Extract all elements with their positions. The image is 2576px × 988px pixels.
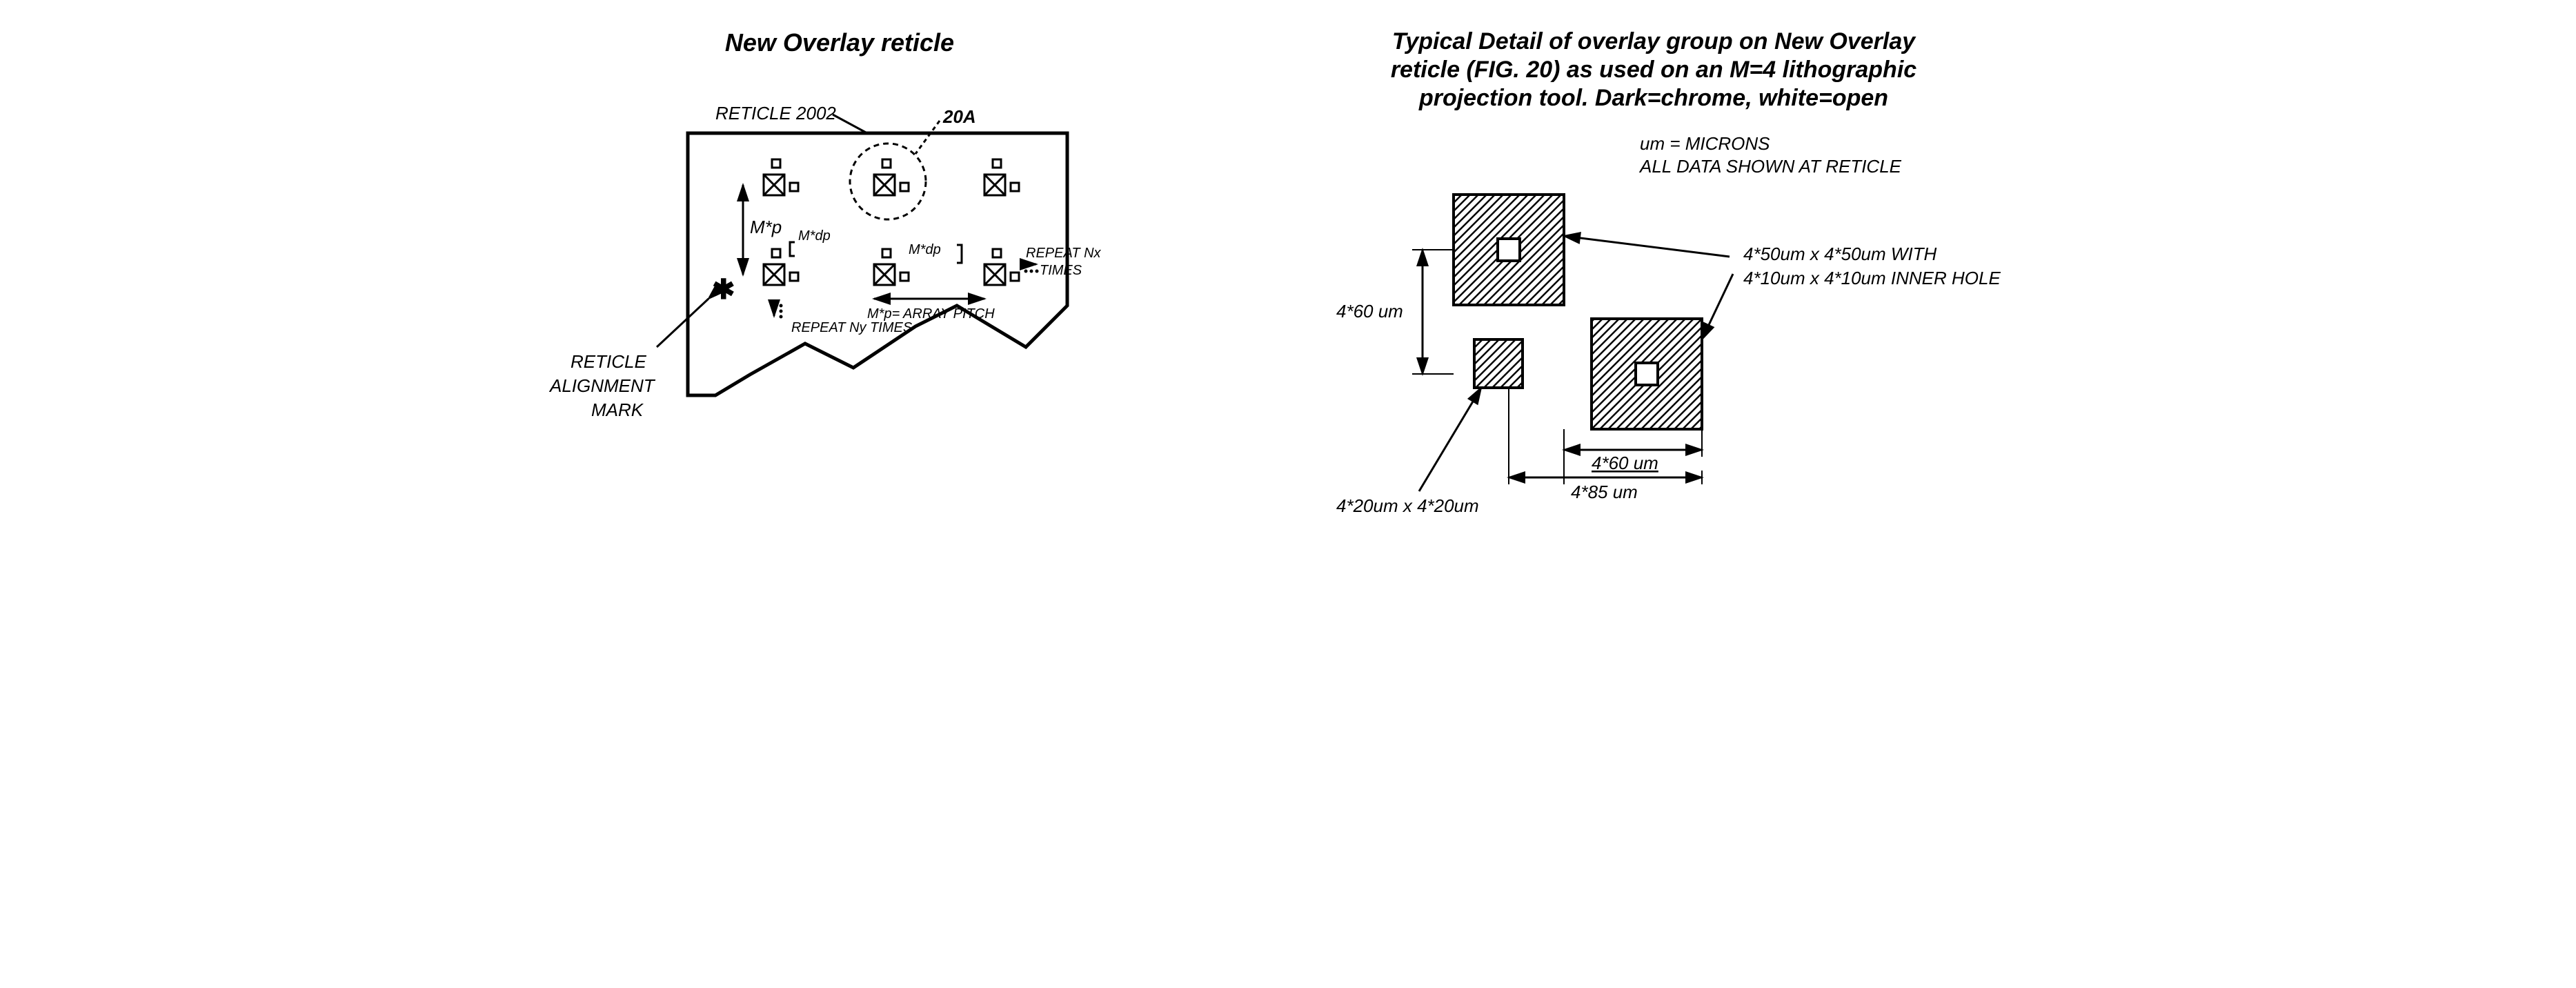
small-box-label: 4*20um x 4*20um bbox=[1336, 495, 1479, 516]
mp-label: M*p bbox=[750, 217, 782, 237]
dim-h2-label: 4*85 um bbox=[1571, 482, 1638, 502]
big-box-label-2: 4*10um x 4*10um INNER HOLE bbox=[1743, 268, 2001, 288]
overlay-cell bbox=[984, 159, 1019, 195]
left-title: New Overlay reticle bbox=[543, 28, 1136, 57]
callout-20a: 20A bbox=[942, 106, 976, 127]
right-title-line-2: reticle (FIG. 20) as used on an M=4 lith… bbox=[1391, 57, 1916, 83]
right-title-line-3: projection tool. Dark=chrome, white=open bbox=[1419, 85, 1888, 111]
overlay-cell bbox=[764, 159, 798, 195]
overlay-cell bbox=[874, 159, 909, 195]
alignment-label-1: RETICLE bbox=[571, 351, 646, 372]
right-panel: Typical Detail of overlay group on New O… bbox=[1274, 28, 2033, 540]
big-box-label-1: 4*50um x 4*50um WITH bbox=[1743, 244, 1937, 264]
mdp-label-2: M*dp bbox=[909, 242, 941, 257]
dim-v-label: 4*60 um bbox=[1336, 301, 1403, 322]
repeat-nx: REPEAT Nx bbox=[1026, 246, 1102, 261]
right-title: Typical Detail of overlay group on New O… bbox=[1274, 28, 2033, 112]
alignment-label-3: MARK bbox=[591, 399, 644, 420]
array-pitch-label: M*p= ARRAY PITCH bbox=[867, 306, 995, 322]
left-panel: New Overlay reticle RETICLE 2002 bbox=[543, 28, 1136, 540]
dim-h1-label: 4*60 um bbox=[1592, 453, 1658, 473]
inner-hole-1 bbox=[1498, 239, 1520, 261]
small-box bbox=[1474, 339, 1523, 388]
repeat-nx-times: TIMES bbox=[1040, 263, 1082, 278]
overlay-cell bbox=[764, 249, 798, 285]
asterisk-icon: ✱ bbox=[712, 275, 735, 305]
reticle-label: RETICLE 2002 bbox=[715, 103, 836, 124]
microns-note: um = MICRONS bbox=[1640, 133, 1770, 154]
overlay-cell bbox=[984, 249, 1019, 285]
overlay-cell bbox=[874, 249, 909, 285]
left-diagram: RETICLE 2002 20A M*p M*dp M*dp REPEAT Nx… bbox=[543, 71, 1136, 457]
right-title-line-1: Typical Detail of overlay group on New O… bbox=[1392, 28, 1915, 55]
alignment-label-2: ALIGNMENT bbox=[548, 375, 656, 396]
mdp-label-1: M*dp bbox=[798, 228, 831, 244]
right-diagram: um = MICRONS ALL DATA SHOWN AT RETICLE 4… bbox=[1274, 126, 2033, 540]
reticle-note: ALL DATA SHOWN AT RETICLE bbox=[1638, 156, 1902, 177]
inner-hole-2 bbox=[1636, 363, 1658, 385]
repeat-ny: REPEAT Ny TIMES bbox=[791, 320, 913, 335]
